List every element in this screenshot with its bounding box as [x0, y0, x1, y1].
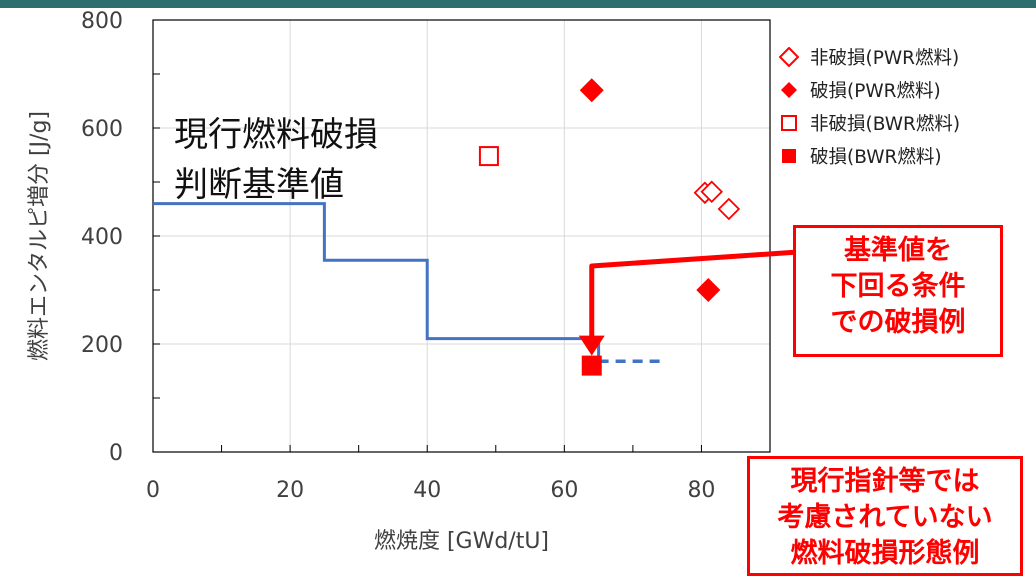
y-tick-label: 400	[81, 225, 123, 250]
y-tick-label: 600	[81, 117, 123, 142]
pointer-arrow	[578, 249, 799, 356]
y-tick-label: 200	[81, 333, 123, 358]
annotation-line: での破損例	[830, 307, 966, 338]
x-tick-labels: 0 20 40 60 80	[146, 478, 715, 503]
y-tick-label: 0	[109, 441, 123, 466]
top-rule	[0, 0, 1036, 8]
tick-marks	[152, 19, 771, 453]
point-pwr-failed	[696, 278, 721, 302]
point-bwr-failed	[581, 355, 602, 376]
point-pwr-intact	[700, 180, 724, 203]
y-axis-label: 燃料エンタルピ増分 [J/g]	[27, 111, 52, 361]
legend-label: 非破損(BWR燃料)	[810, 113, 961, 135]
annotation-not-considered: 現行指針等では 考慮されていない 燃料破損形態例	[747, 456, 1023, 576]
point-bwr-intact	[478, 146, 499, 167]
x-tick-label: 40	[413, 478, 441, 503]
grid	[153, 20, 770, 452]
arrow-shaft	[589, 249, 799, 340]
filled-diamond-icon	[778, 79, 800, 101]
annotation-line: 下回る条件	[830, 271, 966, 302]
legend-item-bwr-failed: 破損(BWR燃料)	[778, 139, 960, 172]
legend-label: 破損(BWR燃料)	[810, 146, 942, 168]
criterion-label-line-1: 現行燃料破損	[174, 115, 378, 155]
annotation-line: 考慮されていない	[777, 502, 993, 533]
annotation-line: 燃料破損形態例	[790, 538, 980, 569]
annotation-below-criterion: 基準値を 下回る条件 での破損例	[793, 225, 1003, 357]
point-pwr-failed	[579, 78, 604, 103]
point-pwr-intact	[717, 197, 741, 221]
criterion-step-line	[153, 202, 601, 361]
x-tick-label: 20	[276, 478, 304, 503]
data-points	[478, 78, 741, 376]
annotation-line: 現行指針等では	[790, 466, 980, 497]
legend-label: 非破損(PWR燃料)	[810, 47, 960, 69]
filled-square-icon	[778, 145, 800, 167]
x-tick-label: 60	[550, 478, 578, 503]
arrow-head	[578, 335, 605, 356]
chart: 0 20 40 60 80 0 200 400 600 800 燃焼度 [GWd/tU] 燃料エ…	[27, 9, 799, 554]
x-tick-label: 0	[146, 478, 160, 503]
x-tick-label: 80	[687, 478, 715, 503]
legend-item-pwr-failed: 破損(PWR燃料)	[778, 73, 960, 106]
open-diamond-icon	[778, 46, 800, 68]
annotation-line: 基準値を	[844, 235, 952, 266]
legend: 非破損(PWR燃料) 破損(PWR燃料) 非破損(BWR燃料) 破損(BWR燃料…	[778, 40, 960, 172]
x-axis-label: 燃焼度 [GWd/tU]	[374, 529, 549, 554]
open-square-icon	[778, 112, 800, 134]
legend-item-bwr-intact: 非破損(BWR燃料)	[778, 106, 960, 139]
legend-label: 破損(PWR燃料)	[810, 80, 941, 102]
criterion-label-line-2: 判断基準値	[174, 165, 344, 205]
y-tick-labels: 0 200 400 600 800	[81, 9, 123, 466]
y-tick-label: 800	[81, 9, 123, 34]
criterion-label: 現行燃料破損 判断基準値	[174, 110, 378, 210]
legend-item-pwr-intact: 非破損(PWR燃料)	[778, 40, 960, 73]
